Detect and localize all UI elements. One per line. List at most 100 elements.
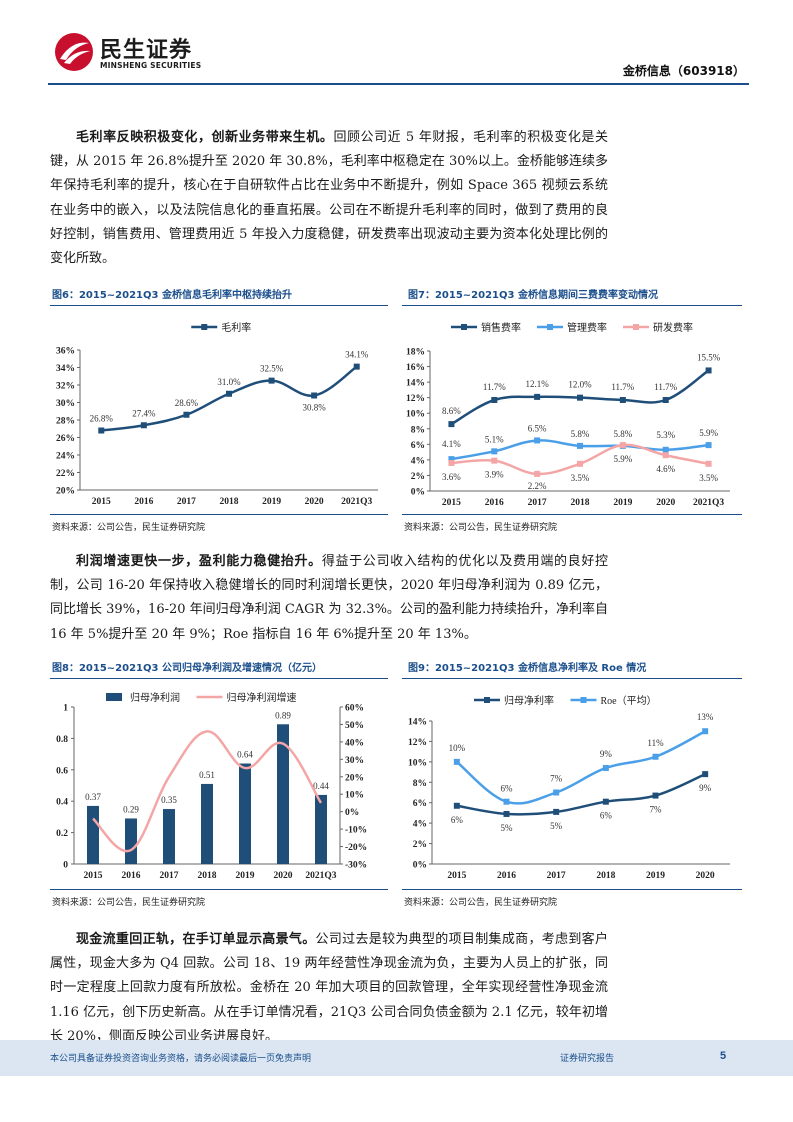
x-tick-label: 2020	[274, 871, 293, 881]
figure-7-chart: 0% 2% 4% 6% 8% 10% 12% 14% 16% 18% 2015 2016 2017 201…	[406, 321, 730, 508]
x-tick-label: 2020	[656, 498, 675, 508]
x-tick-label: 2018	[596, 871, 615, 881]
x-tick-label: 2019	[262, 497, 281, 507]
data-point	[183, 411, 190, 418]
data-label: 3.6%	[442, 472, 461, 482]
y-tick-label: 0	[63, 861, 68, 871]
y2-tick-label: 50%	[345, 721, 364, 731]
footer-bar	[0, 1040, 793, 1076]
data-label: 9%	[699, 783, 712, 793]
data-label: 11.7%	[611, 382, 634, 392]
data-point	[453, 758, 460, 765]
y-tick-label: 20%	[56, 487, 75, 497]
x-tick-label: 2015	[442, 498, 461, 508]
x-tick-label: 2019	[236, 871, 255, 881]
x-tick-label: 2020	[305, 497, 324, 507]
legend-label: Roe（平均）	[601, 695, 657, 707]
data-point	[602, 764, 609, 771]
bar	[315, 794, 327, 864]
figure-8-source: 资料来源：公司公告，民生证券研究院	[52, 898, 206, 908]
data-label: 27.4%	[132, 408, 156, 418]
y2-tick-label: 0%	[345, 808, 359, 818]
data-label: 5.9%	[613, 454, 632, 464]
data-label: 6%	[501, 784, 514, 794]
y-tick-label: 36%	[56, 347, 75, 357]
data-label: 10%	[449, 743, 466, 753]
data-label: 0.29	[123, 804, 139, 814]
data-point	[619, 397, 626, 403]
x-tick-label: 2016	[122, 871, 141, 881]
data-label: 0.35	[161, 795, 177, 805]
paragraph-gross-margin: 毛利率反映积极变化，创新业务带来生机。回顾公司近 5 年财报，毛利率的积极变化是…	[50, 126, 608, 271]
data-point	[553, 808, 560, 815]
y-tick-label: 0.8	[56, 735, 68, 745]
data-label: 5.8%	[613, 429, 632, 439]
data-point	[491, 397, 498, 403]
series-line-1	[456, 730, 706, 805]
legend-swatch	[106, 693, 122, 701]
y-tick-label: 0.6	[56, 766, 68, 776]
x-tick-label: 2017	[547, 871, 566, 881]
data-label: 0.64	[237, 750, 253, 760]
data-label: 6%	[451, 815, 464, 825]
y2-tick-label: 40%	[345, 738, 364, 748]
bar	[125, 818, 137, 864]
x-tick-label: 2017	[528, 498, 547, 508]
header-divider	[48, 83, 749, 85]
data-point	[652, 792, 659, 799]
y-tick-label: 32%	[56, 382, 75, 392]
data-point	[311, 392, 318, 399]
y-tick-label: 0.4	[56, 798, 68, 808]
brand-logo: 民生证券 MINSHENG SECURITIES	[54, 30, 224, 78]
bar	[277, 724, 289, 864]
x-tick-label: 2021Q3	[305, 871, 336, 881]
y-tick-label: 26%	[56, 434, 75, 444]
y-tick-label: 30%	[56, 399, 75, 409]
x-tick-label: 2017	[177, 497, 196, 507]
legend-marker	[580, 697, 587, 703]
x-tick-label: 2015	[92, 497, 111, 507]
data-point	[577, 394, 583, 401]
paragraph-cash-flow: 现金流重回正轨，在手订单显示高景气。公司过去是较为典型的项目制集成商，考虑到客户…	[50, 928, 608, 1049]
data-point	[491, 448, 498, 455]
y-tick-label: 10%	[406, 410, 425, 420]
data-label: 8.6%	[442, 406, 461, 416]
data-label: 2.2%	[528, 481, 547, 491]
legend-label: 毛利率	[221, 321, 251, 334]
data-label: 5.9%	[699, 428, 718, 438]
data-label: 31.0%	[217, 377, 241, 387]
x-tick-label: 2021Q3	[693, 498, 724, 508]
y-tick-label: 12%	[406, 394, 425, 404]
data-label: 4.6%	[656, 464, 675, 474]
y2-tick-label: 60%	[345, 704, 364, 714]
data-label: 3.5%	[699, 473, 718, 483]
company-ticker: 金桥信息（603918）	[622, 64, 745, 78]
data-point	[448, 456, 455, 463]
figure-6-chart: 20% 22% 24% 26% 28% 30% 32% 34% 36% 2015 2016 2017 2…	[56, 321, 378, 507]
data-point	[491, 457, 498, 464]
figure-9-chart: 0% 2% 4% 6% 8% 10% 12% 14% 2015 2016 2017 2018 2019 2…	[408, 694, 730, 881]
data-label: 3.5%	[571, 473, 590, 483]
figure-8-bottom-rule	[50, 889, 388, 890]
legend-marker	[633, 324, 639, 330]
y2-tick-label: -10%	[345, 826, 367, 836]
data-label: 26.8%	[90, 414, 114, 424]
figure-9-source: 资料来源：公司公告，民生证券研究院	[404, 898, 558, 908]
data-label: 32.5%	[260, 364, 284, 374]
data-point	[577, 442, 583, 449]
data-point	[453, 802, 460, 809]
y-tick-label: 14%	[406, 379, 425, 389]
data-point	[619, 442, 626, 449]
y-tick-label: 0%	[413, 861, 427, 871]
data-point	[577, 460, 583, 467]
data-label: 0.44	[313, 781, 329, 791]
figure-8-title: 图8：2015~2021Q3 公司归母净利润及增速情况（亿元）	[52, 663, 322, 674]
data-label: 12.1%	[526, 379, 550, 389]
legend-label: 销售费率	[481, 321, 521, 334]
growth-line	[92, 730, 323, 853]
data-label: 6%	[600, 811, 613, 821]
y-tick-label: 8%	[413, 779, 427, 789]
data-point	[534, 437, 541, 444]
figure-7-source: 资料来源：公司公告，民生证券研究院	[404, 523, 558, 533]
legend-label: 归母净利率	[504, 694, 554, 707]
